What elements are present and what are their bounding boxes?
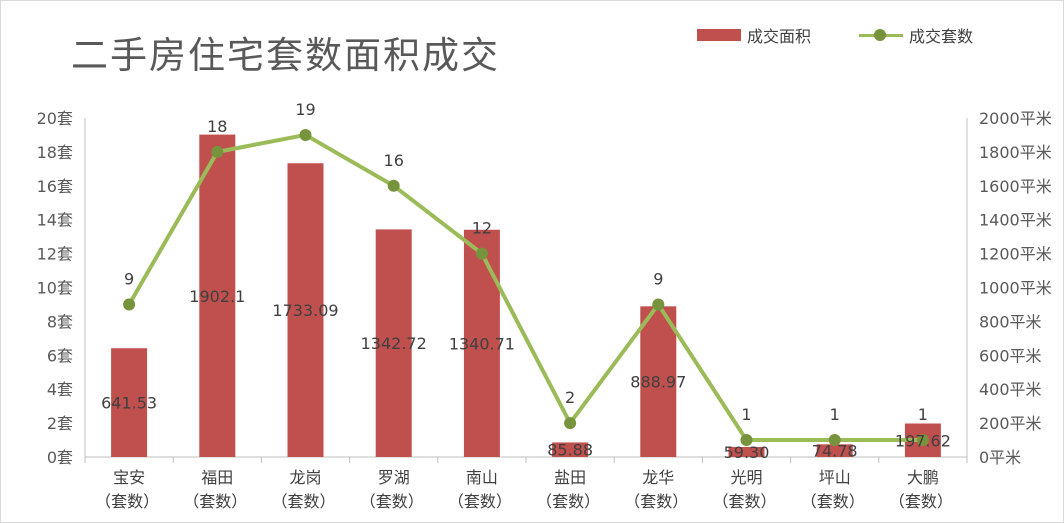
legend-item-count: 成交套数 <box>859 23 973 47</box>
line-data-label: 16 <box>384 151 404 170</box>
x-tick-label-name: 南山 <box>466 468 498 487</box>
x-tick-label-sub: （套数） <box>183 492 247 511</box>
y-right-tick-label: 1800平米 <box>979 143 1052 162</box>
x-tick-label-sub: （套数） <box>889 492 953 511</box>
y-left-tick-label: 10套 <box>37 279 73 298</box>
y-left-tick-label: 6套 <box>47 346 73 365</box>
x-tick-label-name: 龙华 <box>642 468 674 487</box>
bar-area <box>816 444 853 457</box>
y-right-tick-label: 1000平米 <box>979 279 1052 298</box>
x-tick-label-name: 福田 <box>201 468 233 487</box>
bar-data-label: 888.97 <box>630 373 686 392</box>
bar-area <box>463 229 500 457</box>
y-left-tick-label: 12套 <box>37 245 73 264</box>
bar-data-label: 1342.72 <box>361 334 427 353</box>
legend-label-area: 成交面积 <box>747 27 812 46</box>
x-tick-label-name: 宝安 <box>113 468 145 487</box>
bar-area <box>640 306 677 457</box>
y-right-tick-label: 800平米 <box>979 312 1042 331</box>
line-data-label: 18 <box>207 117 227 136</box>
x-tick-label-name: 坪山 <box>819 468 851 487</box>
x-tick-label-name: 龙岗 <box>289 468 321 487</box>
line-data-label: 2 <box>565 388 575 407</box>
y-left-tick-label: 20套 <box>37 109 73 128</box>
x-tick-label-name: 盐田 <box>554 468 586 487</box>
legend-swatch-area <box>697 29 741 41</box>
bar-data-label: 1733.09 <box>272 301 338 320</box>
line-point-count <box>299 128 312 141</box>
legend-swatch-count <box>859 29 903 41</box>
line-point-count <box>564 417 577 430</box>
legend-label-count: 成交套数 <box>909 27 974 46</box>
line-point-count <box>916 434 929 447</box>
x-tick-label-name: 光明 <box>730 468 762 487</box>
legend-item-area: 成交面积 <box>697 23 811 47</box>
y-left-tick-label: 2套 <box>47 414 73 433</box>
line-point-count <box>123 298 136 311</box>
bar-data-label: 59.30 <box>724 443 770 462</box>
bar-data-label: 85.88 <box>547 441 593 460</box>
y-right-tick-label: 200平米 <box>979 414 1042 433</box>
bar-data-label: 1902.1 <box>189 287 245 306</box>
bar-area <box>287 163 324 457</box>
x-tick-label-sub: （套数） <box>271 492 335 511</box>
x-tick-label-sub: （套数） <box>712 492 776 511</box>
y-left-tick-label: 8套 <box>47 312 73 331</box>
line-data-label: 1 <box>918 405 928 424</box>
line-data-label: 9 <box>124 269 134 288</box>
y-right-tick-label: 1400平米 <box>979 211 1052 230</box>
bar-area <box>111 348 148 457</box>
line-point-count <box>740 434 753 447</box>
bar-data-label: 1340.71 <box>449 334 515 353</box>
x-tick-label-sub: （套数） <box>624 492 688 511</box>
line-point-count <box>475 247 488 260</box>
line-point-count <box>387 179 400 192</box>
x-tick-label-sub: （套数） <box>360 492 424 511</box>
x-tick-label-sub: （套数） <box>95 492 159 511</box>
y-right-tick-label: 400平米 <box>979 380 1042 399</box>
x-tick-label-sub: （套数） <box>448 492 512 511</box>
bar-data-label: 74.78 <box>812 442 858 461</box>
y-right-tick-label: 1200平米 <box>979 245 1052 264</box>
series-line-count <box>127 132 923 443</box>
bar-area <box>375 229 412 457</box>
x-tick-label-sub: （套数） <box>801 492 865 511</box>
bar-data-label: 641.53 <box>101 394 157 413</box>
y-left-tick-label: 14套 <box>37 211 73 230</box>
y-right-tick-label: 1600平米 <box>979 177 1052 196</box>
bar-data-label: 197.62 <box>895 431 951 450</box>
y-left-tick-label: 18套 <box>37 143 73 162</box>
line-data-label: 1 <box>830 405 840 424</box>
y-right-tick-label: 2000平米 <box>979 109 1052 128</box>
bar-area <box>552 442 589 457</box>
y-left-tick-label: 16套 <box>37 177 73 196</box>
y-left-tick-label: 0套 <box>47 448 73 467</box>
line-data-label: 19 <box>295 100 315 119</box>
chart-title: 二手房住宅套数面积成交 <box>71 34 500 77</box>
line-point-count <box>211 145 224 158</box>
y-right-tick-label: 0平米 <box>979 448 1021 467</box>
x-tick-label-sub: （套数） <box>536 492 600 511</box>
line-data-label: 12 <box>472 219 492 238</box>
x-tick-label-name: 大鹏 <box>907 468 939 487</box>
line-data-label: 9 <box>653 269 663 288</box>
x-tick-label-name: 罗湖 <box>378 468 410 487</box>
y-right-tick-label: 600平米 <box>979 346 1042 365</box>
line-point-count <box>652 298 665 311</box>
line-data-label: 1 <box>741 405 751 424</box>
y-left-tick-label: 4套 <box>47 380 73 399</box>
bar-area <box>728 446 765 457</box>
line-point-count <box>828 434 841 447</box>
bar-area <box>199 134 236 457</box>
